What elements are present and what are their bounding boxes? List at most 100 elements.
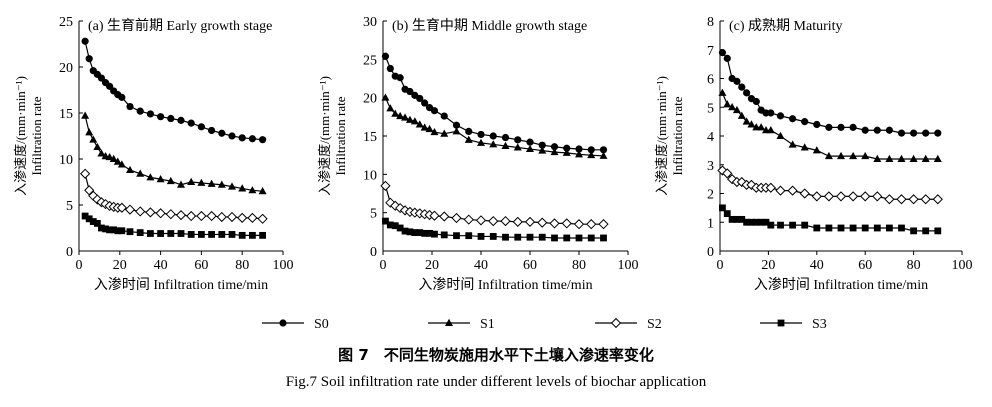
data-point-s0 <box>118 93 126 101</box>
data-point-s3 <box>416 229 424 236</box>
y-tick-label: 15 <box>363 130 377 145</box>
series-s2 <box>380 180 609 230</box>
legend-marker-s1 <box>445 318 453 326</box>
x-tick-label: 0 <box>76 258 83 273</box>
data-point-s1 <box>386 104 395 112</box>
data-point-s2 <box>932 194 943 205</box>
series-s1 <box>718 88 942 162</box>
data-point-s1 <box>117 160 126 168</box>
data-point-s3 <box>208 231 215 238</box>
y-tick-label: 1 <box>707 216 714 231</box>
data-point-s1 <box>391 109 400 117</box>
data-point-s1 <box>146 173 155 181</box>
y-tick-label: 7 <box>707 44 714 59</box>
data-point-s1 <box>747 120 756 128</box>
data-point-s3 <box>575 234 583 242</box>
x-tick-label: 60 <box>523 258 537 273</box>
data-point-s3 <box>825 224 833 232</box>
x-tick-label: 60 <box>858 258 872 273</box>
data-point-s3 <box>587 234 595 242</box>
legend-marker-s2 <box>610 317 622 329</box>
x-tick-label: 0 <box>380 258 387 273</box>
x-axis-label: 入渗时间 Infiltration time/min <box>94 277 268 293</box>
data-point-s3 <box>477 233 485 240</box>
y-tick-label: 10 <box>59 153 73 168</box>
data-point-s1 <box>440 129 449 137</box>
data-point-s2 <box>799 188 810 199</box>
data-point-s3 <box>102 225 109 233</box>
x-tick-label: 60 <box>194 258 208 273</box>
data-point-s0 <box>406 87 414 96</box>
data-point-s0 <box>177 116 185 124</box>
y-tick-label: 25 <box>363 53 377 68</box>
data-point-s0 <box>106 82 114 90</box>
data-point-s3 <box>733 215 741 223</box>
data-point-s2 <box>216 211 227 223</box>
x-tick-label: 40 <box>810 258 824 273</box>
data-point-s3 <box>218 231 226 238</box>
data-point-s0 <box>218 129 226 137</box>
data-point-s1 <box>766 126 775 134</box>
data-point-s2 <box>84 185 95 196</box>
data-point-s1 <box>757 123 766 131</box>
data-point-s2 <box>573 219 585 230</box>
y-tick-label: 20 <box>59 61 73 76</box>
data-point-s1 <box>718 88 727 96</box>
series-s0 <box>81 37 267 144</box>
data-point-s3 <box>93 220 101 227</box>
data-point-s1 <box>420 123 429 131</box>
series-s3 <box>81 212 266 239</box>
data-point-s1 <box>109 154 118 162</box>
data-point-s2 <box>500 215 511 227</box>
data-point-s2 <box>451 212 462 224</box>
x-tick-label: 80 <box>572 258 586 273</box>
data-point-s2 <box>835 191 847 202</box>
data-point-s1 <box>812 146 821 154</box>
series-s3 <box>382 217 607 242</box>
data-point-s1 <box>97 149 106 157</box>
data-point-s0 <box>743 89 751 97</box>
data-point-s3 <box>157 230 164 237</box>
data-point-s2 <box>811 191 822 202</box>
data-point-s0 <box>897 129 906 137</box>
data-point-s2 <box>884 194 895 205</box>
data-point-s0 <box>430 107 439 115</box>
data-point-s3 <box>453 232 460 240</box>
legend-item-s0: S0 <box>262 317 329 332</box>
y-axis-label: 入渗速度/(mm·min⁻¹) <box>654 76 669 196</box>
data-point-s0 <box>197 123 205 131</box>
data-point-s3 <box>382 217 389 225</box>
data-point-s1 <box>599 151 608 159</box>
data-point-s1 <box>873 154 882 162</box>
data-point-s3 <box>526 233 534 241</box>
data-point-s1 <box>430 127 439 136</box>
y-tick-label: 5 <box>66 199 73 214</box>
data-point-s1 <box>405 115 414 123</box>
data-point-s0 <box>228 132 236 140</box>
y-tick-label: 5 <box>707 101 714 116</box>
data-point-s3 <box>177 230 185 237</box>
data-point-s1 <box>156 175 165 183</box>
data-point-s3 <box>728 215 736 223</box>
data-point-s0 <box>587 146 595 154</box>
data-point-s1 <box>800 143 809 151</box>
data-point-s0 <box>776 112 785 120</box>
series-s2 <box>717 165 943 205</box>
data-point-s3 <box>391 222 399 230</box>
data-point-s3 <box>440 231 448 239</box>
data-point-s2 <box>598 219 609 230</box>
data-point-s2 <box>257 213 268 224</box>
x-tick-label: 80 <box>907 258 921 273</box>
data-point-s1 <box>126 165 134 174</box>
data-point-s3 <box>910 227 917 235</box>
data-point-s1 <box>258 187 267 195</box>
data-point-s1 <box>85 128 94 136</box>
data-point-s3 <box>147 230 154 237</box>
data-point-s3 <box>187 231 195 238</box>
data-point-s3 <box>738 215 746 223</box>
data-point-s1 <box>489 140 498 148</box>
x-tick-label: 80 <box>235 258 249 273</box>
data-point-s3 <box>489 233 497 240</box>
data-point-s0 <box>910 129 918 137</box>
